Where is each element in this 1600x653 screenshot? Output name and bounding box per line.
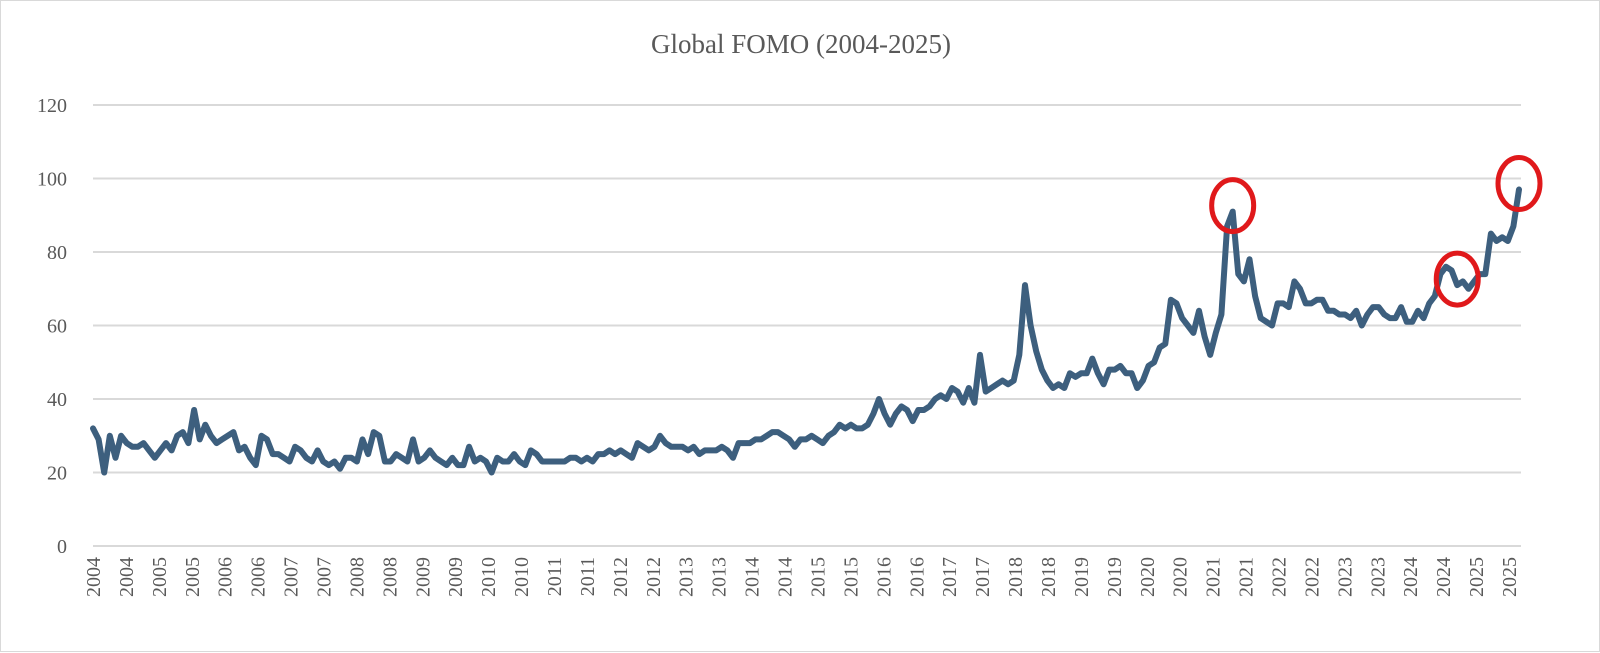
peak-highlight-circle bbox=[1495, 155, 1543, 213]
y-tick-label: 60 bbox=[47, 316, 67, 338]
x-tick-label: 2013 bbox=[676, 557, 698, 597]
x-tick-label: 2025 bbox=[1466, 557, 1488, 597]
peak-highlights bbox=[1209, 155, 1543, 308]
x-axis-ticks: 2004 2004 2005 2005 2006 2006 2007 2007 2008 2008… bbox=[83, 557, 1521, 597]
gridlines bbox=[93, 104, 1521, 547]
peak-highlight-circle bbox=[1209, 177, 1257, 235]
x-tick-label: 2016 bbox=[873, 557, 895, 597]
x-tick-label: 2015 bbox=[840, 557, 862, 597]
y-tick-label: 100 bbox=[37, 169, 67, 191]
x-tick-label: 2006 bbox=[215, 557, 237, 597]
x-tick-label: 2024 bbox=[1433, 557, 1455, 597]
x-tick-label: 2022 bbox=[1268, 557, 1290, 597]
x-tick-label: 2010 bbox=[511, 557, 533, 597]
x-tick-label: 2004 bbox=[83, 557, 105, 597]
x-tick-label: 2018 bbox=[1038, 557, 1060, 597]
x-tick-label: 2011 bbox=[577, 557, 599, 596]
y-tick-label: 120 bbox=[37, 95, 67, 117]
x-tick-label: 2021 bbox=[1203, 557, 1225, 597]
x-tick-label: 2009 bbox=[412, 557, 434, 597]
x-tick-label: 2021 bbox=[1236, 557, 1258, 597]
series-layer bbox=[90, 186, 1522, 476]
x-tick-label: 2004 bbox=[116, 557, 138, 597]
x-tick-label: 2006 bbox=[248, 557, 270, 597]
y-tick-label: 0 bbox=[57, 536, 67, 558]
x-tick-label: 2011 bbox=[544, 557, 566, 596]
x-tick-label: 2005 bbox=[149, 557, 171, 597]
x-tick-label: 2007 bbox=[281, 557, 303, 597]
x-tick-label: 2014 bbox=[775, 557, 797, 597]
x-tick-label: 2007 bbox=[314, 557, 336, 597]
x-tick-label: 2009 bbox=[445, 557, 467, 597]
x-tick-label: 2013 bbox=[709, 557, 731, 597]
x-tick-label: 2018 bbox=[1005, 557, 1027, 597]
peak-highlight-circle bbox=[1433, 250, 1481, 308]
x-tick-label: 2023 bbox=[1367, 557, 1389, 597]
x-tick-label: 2012 bbox=[610, 557, 632, 597]
y-tick-label: 80 bbox=[47, 242, 67, 264]
y-tick-label: 20 bbox=[47, 463, 67, 485]
x-tick-label: 2022 bbox=[1301, 557, 1323, 597]
x-tick-label: 2015 bbox=[807, 557, 829, 597]
x-tick-label: 2008 bbox=[346, 557, 368, 597]
x-tick-label: 2016 bbox=[906, 557, 928, 597]
series-line bbox=[90, 186, 1522, 476]
x-tick-label: 2005 bbox=[182, 557, 204, 597]
x-tick-label: 2010 bbox=[478, 557, 500, 597]
x-tick-label: 2019 bbox=[1071, 557, 1093, 597]
x-tick-label: 2025 bbox=[1499, 557, 1521, 597]
x-tick-label: 2023 bbox=[1334, 557, 1356, 597]
x-tick-label: 2017 bbox=[972, 557, 994, 597]
x-tick-label: 2020 bbox=[1137, 557, 1159, 597]
chart-title: Global FOMO (2004-2025) bbox=[651, 29, 951, 59]
x-tick-label: 2012 bbox=[643, 557, 665, 597]
x-tick-label: 2008 bbox=[379, 557, 401, 597]
y-tick-label: 40 bbox=[47, 389, 67, 411]
x-tick-label: 2024 bbox=[1400, 557, 1422, 597]
x-tick-label: 2020 bbox=[1170, 557, 1192, 597]
y-axis-ticks: 0 20 40 60 80 100 120 bbox=[37, 95, 67, 558]
x-tick-label: 2014 bbox=[742, 557, 764, 597]
x-tick-label: 2017 bbox=[939, 557, 961, 597]
x-tick-label: 2019 bbox=[1104, 557, 1126, 597]
